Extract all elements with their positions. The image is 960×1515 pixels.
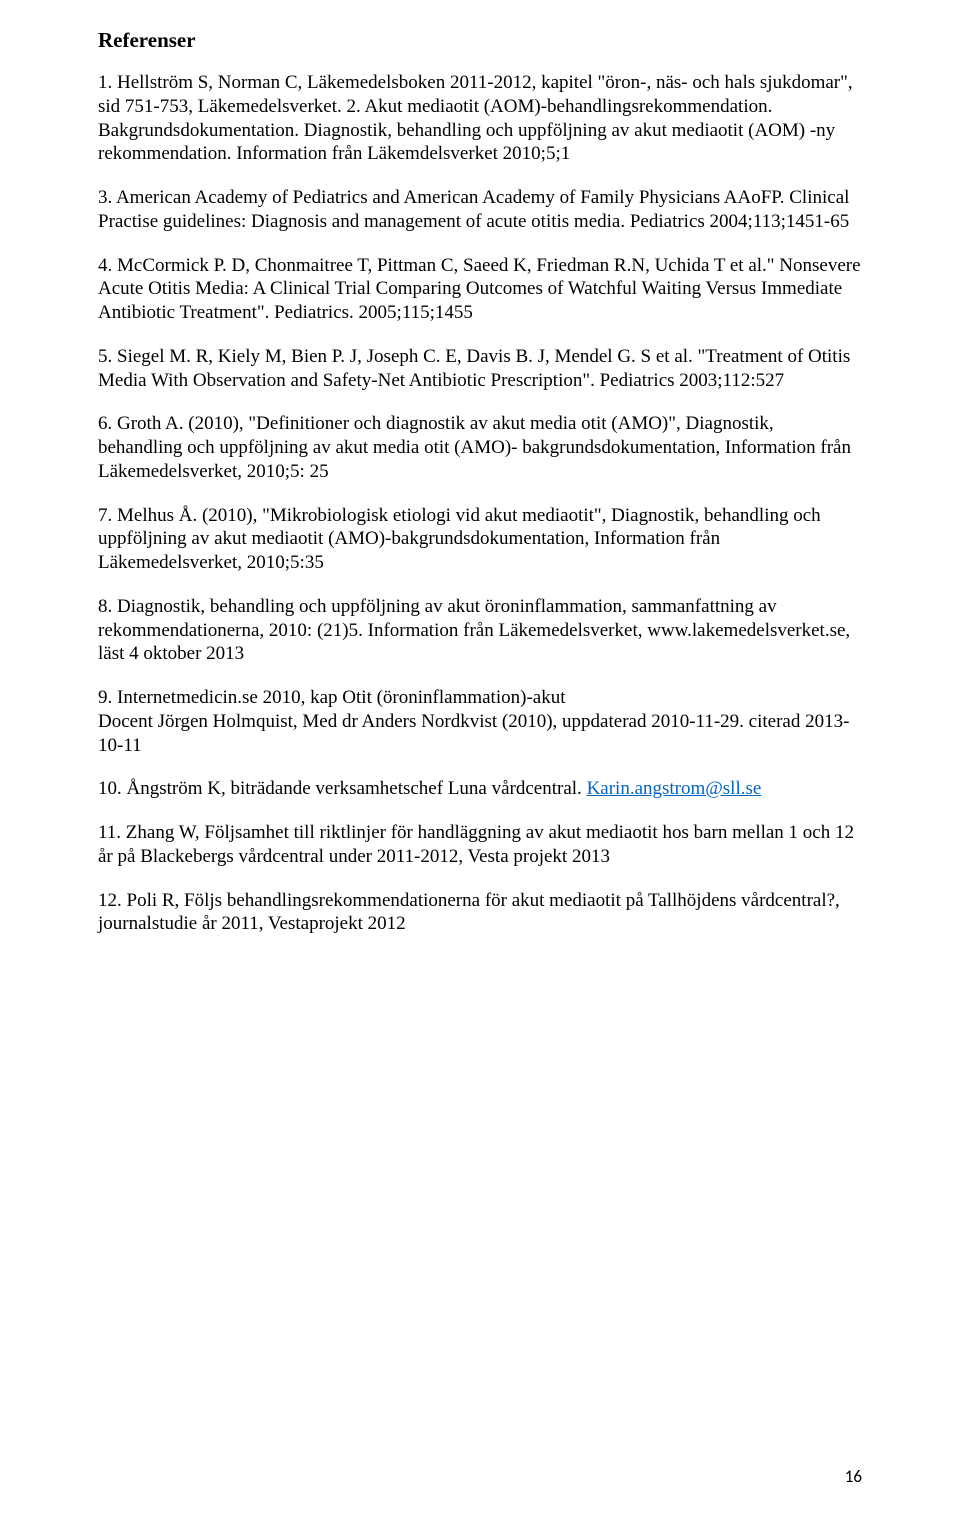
reference-item: 9. Internetmedicin.se 2010, kap Otit (ör… [98, 686, 862, 757]
reference-item: 10. Ångström K, biträdande verksamhetsch… [98, 777, 862, 801]
email-link[interactable]: Karin.angstrom@sll.se [587, 778, 762, 799]
reference-text: 10. Ångström K, biträdande verksamhetsch… [98, 778, 587, 799]
page-number: 16 [845, 1466, 862, 1487]
reference-item: 8. Diagnostik, behandling och uppföljnin… [98, 595, 862, 666]
reference-item: 4. McCormick P. D, Chonmaitree T, Pittma… [98, 254, 862, 325]
reference-item: 12. Poli R, Följs behandlingsrekommendat… [98, 889, 862, 937]
reference-item: 6. Groth A. (2010), "Definitioner och di… [98, 412, 862, 483]
document-page: Referenser 1. Hellström S, Norman C, Läk… [0, 0, 960, 1515]
reference-item: 3. American Academy of Pediatrics and Am… [98, 186, 862, 234]
reference-item: 11. Zhang W, Följsamhet till riktlinjer … [98, 821, 862, 869]
references-heading: Referenser [98, 28, 862, 53]
reference-item: 5. Siegel M. R, Kiely M, Bien P. J, Jose… [98, 345, 862, 393]
reference-item: 7. Melhus Å. (2010), "Mikrobiologisk eti… [98, 504, 862, 575]
reference-item: 1. Hellström S, Norman C, Läkemedelsboke… [98, 71, 862, 166]
